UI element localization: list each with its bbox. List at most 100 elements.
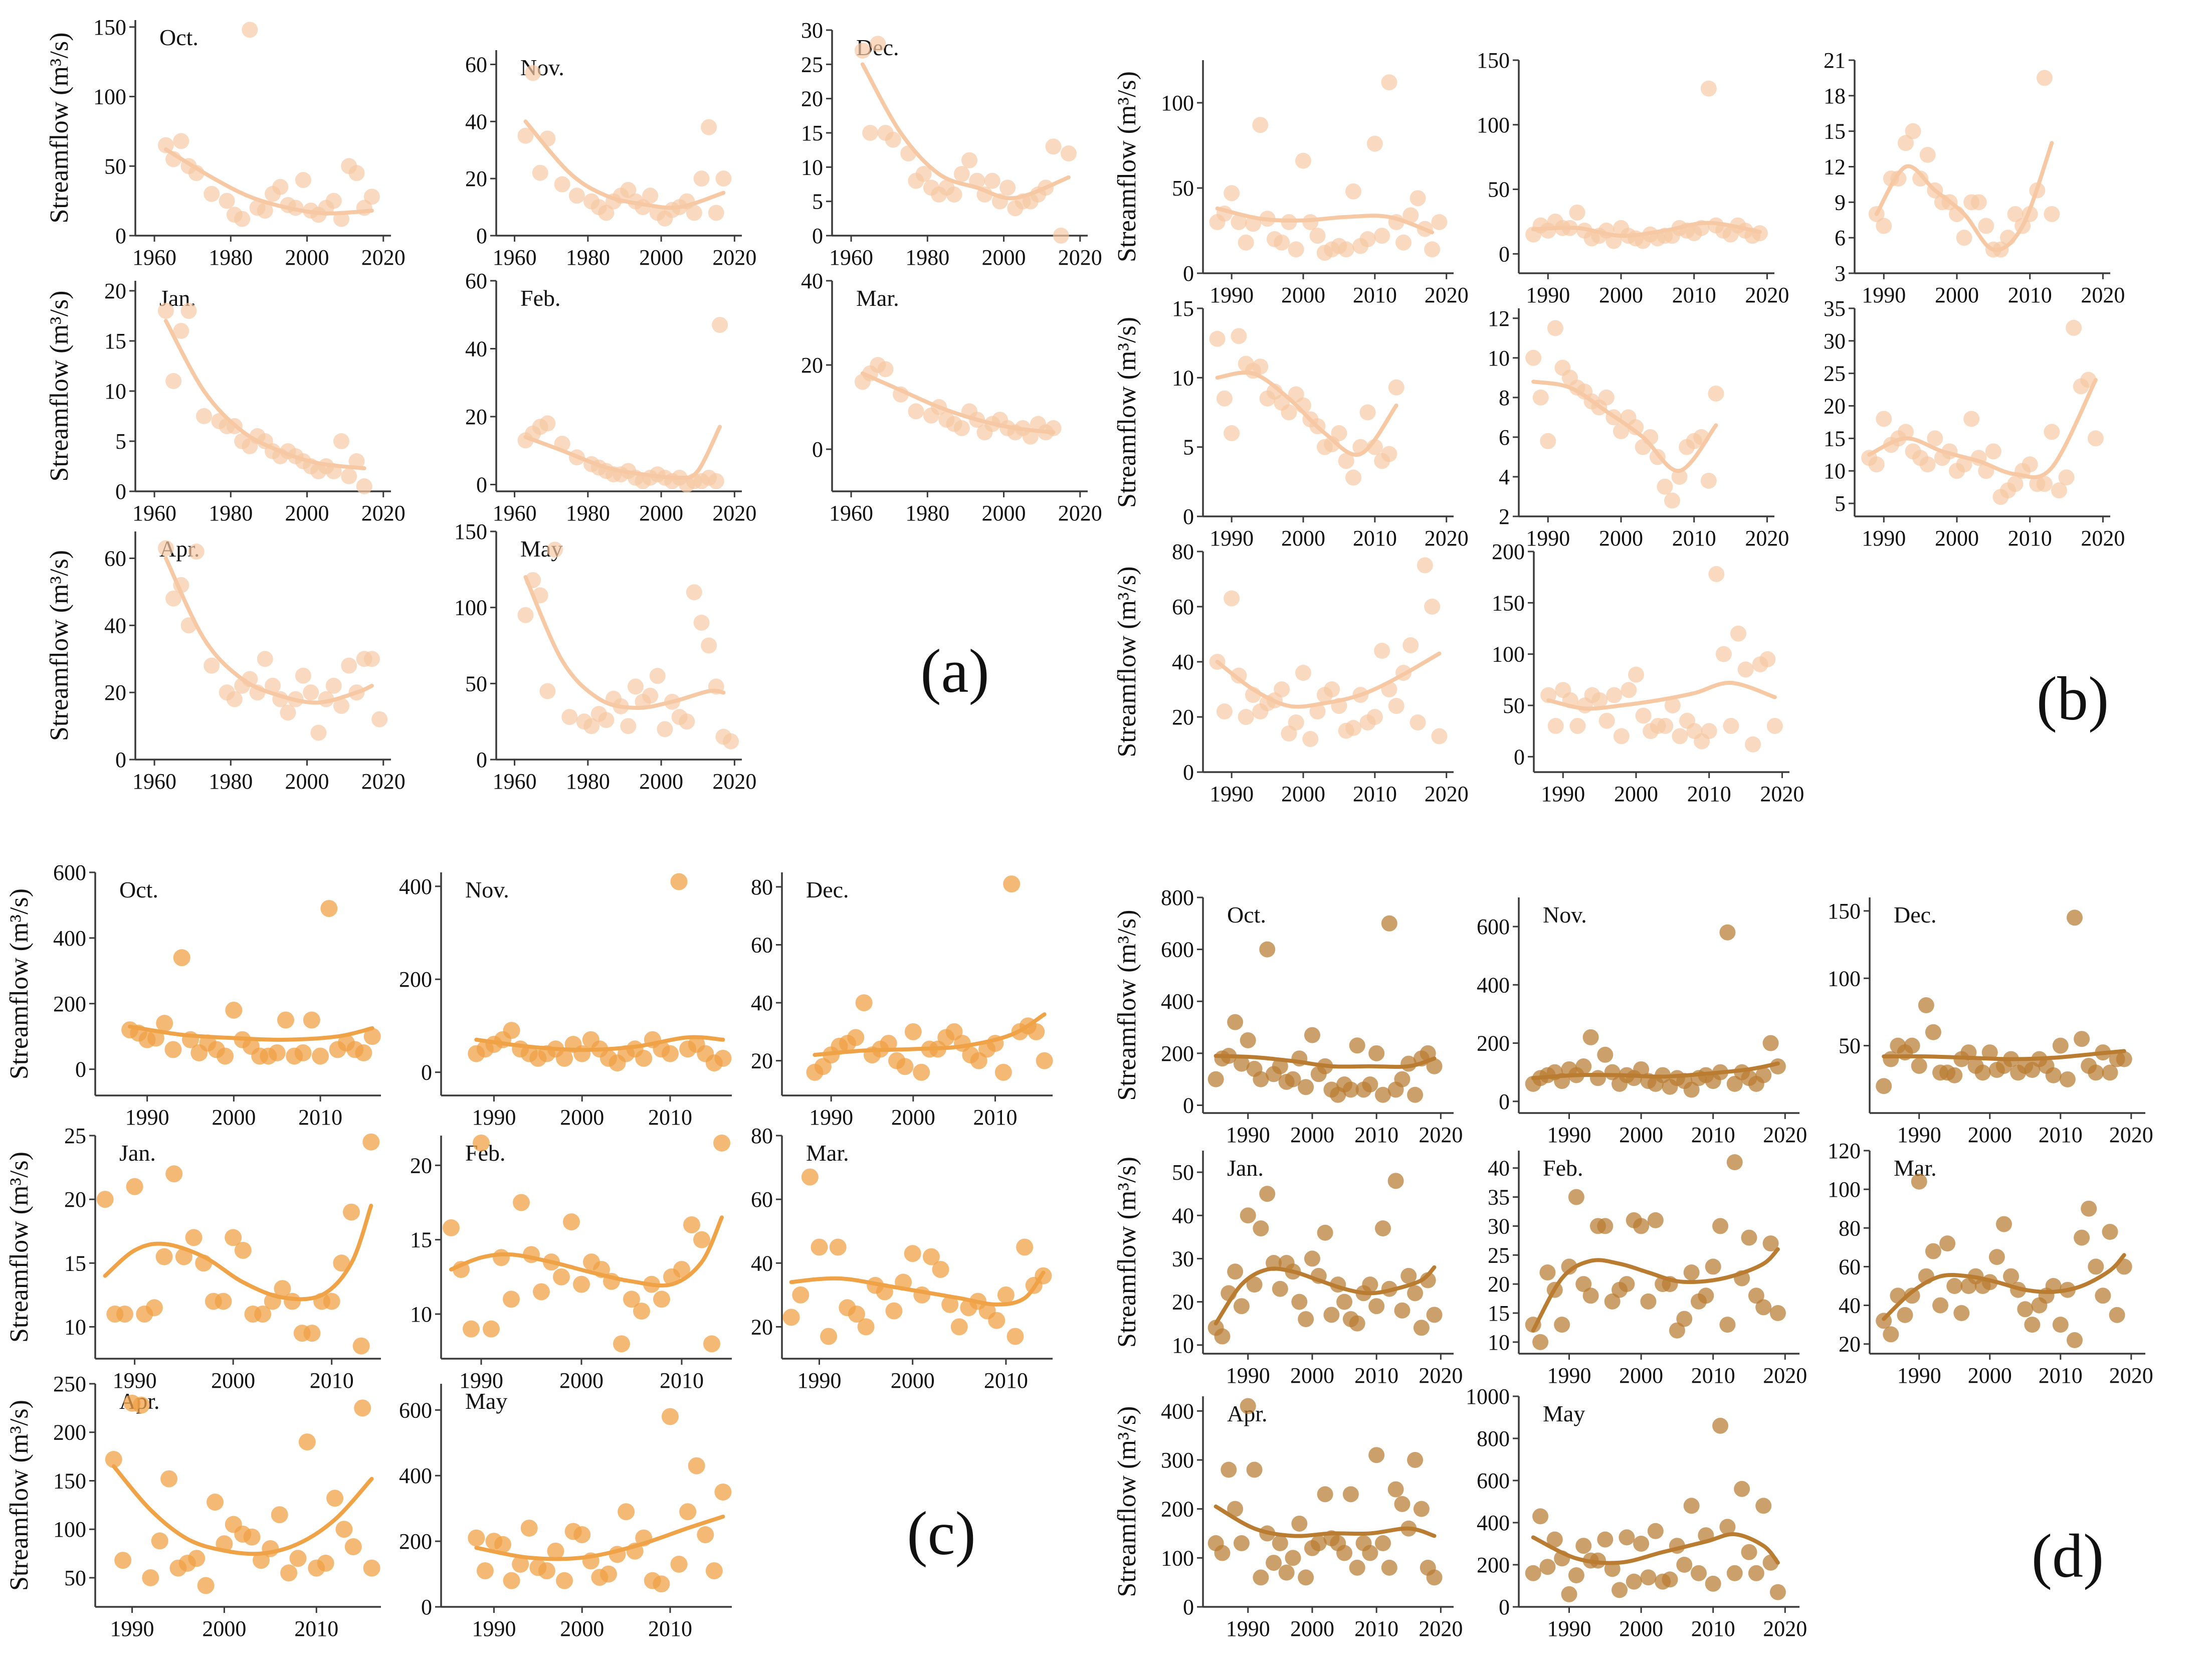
y-tick-label: 600 (1477, 1468, 1510, 1493)
x-tick-label: 2010 (1353, 526, 1397, 550)
panel-label-a: (a) (920, 637, 989, 705)
y-tick-label: 20 (1839, 1332, 1861, 1357)
x-tick-label: 2010 (1354, 1616, 1398, 1641)
data-point (686, 584, 702, 601)
data-point (503, 1291, 520, 1308)
data-point (1532, 1508, 1549, 1525)
data-point (715, 170, 732, 187)
x-tick-label: 2000 (639, 501, 683, 525)
y-tick-label: 40 (465, 109, 487, 134)
y-tick-label: 10 (64, 1315, 86, 1339)
y-tick-label: 100 (1828, 1177, 1861, 1202)
y-tick-label: 20 (801, 353, 823, 378)
x-tick-label: 2000 (891, 1368, 935, 1393)
data-point (2109, 1307, 2125, 1323)
data-point (2066, 319, 2082, 336)
data-point (553, 1268, 570, 1285)
data-point (1561, 1258, 1577, 1275)
data-point (2116, 1051, 2132, 1067)
data-point (1387, 1481, 1404, 1498)
data-point (188, 1550, 206, 1567)
y-tick-label: 25 (1824, 361, 1846, 386)
data-point (649, 668, 666, 684)
data-point (164, 1041, 182, 1058)
data-point (1612, 1582, 1628, 1598)
data-point (1981, 1044, 1998, 1061)
data-point (2051, 482, 2067, 499)
data-point (503, 1572, 520, 1589)
data-point (1582, 1288, 1599, 1304)
data-point (1547, 320, 1563, 336)
data-point (363, 1559, 380, 1577)
y-tick-label: 300 (1161, 1448, 1194, 1473)
data-point (1362, 1276, 1378, 1293)
x-tick-label: 2000 (212, 1105, 256, 1130)
trend-line (860, 371, 1056, 435)
data-point (688, 1457, 705, 1475)
trend-line (523, 119, 726, 210)
x-tick-label: 1960 (132, 769, 176, 794)
x-tick-label: 2010 (1672, 283, 1716, 307)
data-point (885, 131, 901, 148)
data-point (913, 1063, 930, 1081)
data-point (1224, 425, 1240, 441)
y-tick-label: 400 (399, 874, 432, 899)
data-point (1640, 1293, 1657, 1310)
y-tick-label: 60 (1172, 595, 1194, 619)
data-point (620, 181, 637, 198)
data-point (1904, 1037, 1920, 1054)
data-point (1939, 1235, 1956, 1252)
data-point (185, 1229, 203, 1246)
y-tick-label: 60 (1839, 1254, 1861, 1279)
data-point (2052, 1317, 2069, 1333)
y-tick-label: 0 (1183, 760, 1194, 785)
data-point (204, 186, 220, 202)
data-point (697, 1526, 714, 1544)
y-tick-label: 80 (1172, 539, 1194, 564)
x-tick-label: 1990 (1210, 283, 1254, 307)
data-point (257, 203, 273, 219)
data-point (443, 1219, 460, 1236)
data-point (1690, 1565, 1707, 1581)
data-point (1532, 389, 1549, 406)
data-point (1755, 1299, 1772, 1316)
data-point (1028, 1023, 1045, 1040)
data-point (1278, 1564, 1295, 1581)
subplot-c-1: 0 200 400 600 1990 2000 2010 Oct. Streamflow (m³… (5, 860, 381, 1130)
data-point (1946, 1067, 1963, 1083)
y-tick-label: 400 (53, 926, 86, 951)
data-point (1568, 1567, 1584, 1583)
data-point (1932, 1297, 1949, 1314)
data-point (173, 323, 189, 339)
data-point (1022, 428, 1039, 445)
y-tick-label: 3 (1835, 261, 1846, 286)
data-point (1904, 1288, 1920, 1304)
x-tick-label: 2020 (2081, 283, 2125, 307)
data-point (207, 1494, 224, 1511)
data-point (1298, 1079, 1314, 1095)
y-tick-label: 150 (1477, 48, 1510, 73)
y-tick-label: 150 (1828, 899, 1861, 924)
subplot-c-8: 0 200 400 600 1990 2000 2010 May (399, 1384, 732, 1641)
data-point (538, 1562, 555, 1580)
y-tick-label: 15 (1488, 1301, 1510, 1326)
data-point (1569, 204, 1585, 221)
x-tick-label: 2000 (639, 769, 683, 794)
y-tick-label: 25 (64, 1124, 86, 1148)
data-point (1208, 1071, 1224, 1087)
y-tick-label: 40 (1839, 1294, 1861, 1318)
data-point (147, 1029, 164, 1047)
y-axis-title: Streamflow (m³/s) (5, 1400, 34, 1591)
data-point (1302, 731, 1319, 747)
subplot-c-4: 10 15 20 25 1990 2000 2010 Jan. Streamflow (m³/s… (5, 1124, 381, 1393)
subplot-b-6: 5 10 15 20 25 30 35 1990 2000 2010 2020 (1824, 296, 2125, 550)
data-point (1388, 698, 1404, 714)
data-point (1331, 425, 1347, 441)
data-point (1366, 135, 1383, 152)
data-point (1898, 424, 1914, 440)
data-point (532, 164, 548, 181)
